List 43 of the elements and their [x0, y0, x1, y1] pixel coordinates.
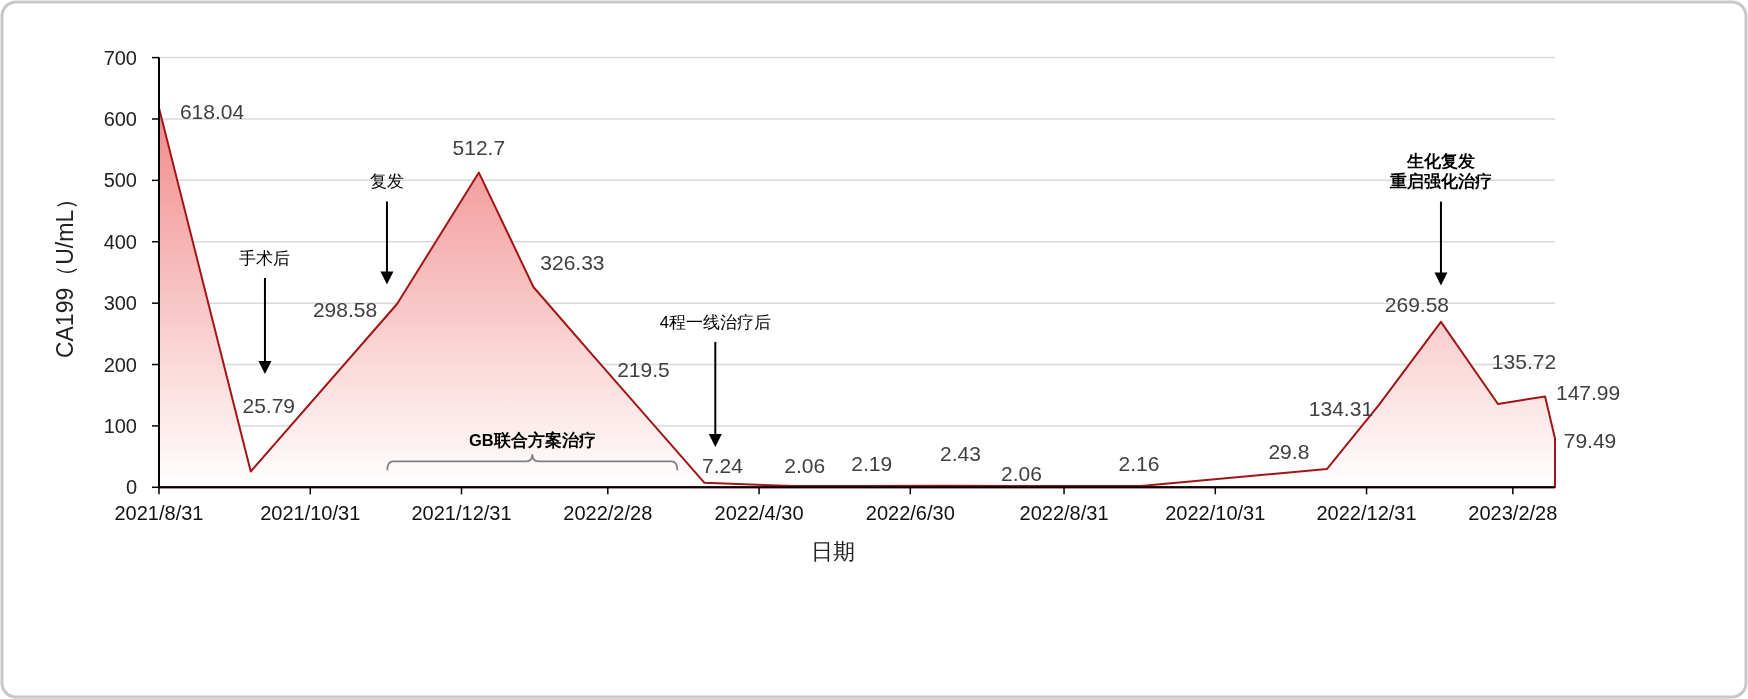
data-label: 2.19 — [851, 452, 893, 476]
annotation: 复发 — [369, 172, 404, 191]
x-tick-label: 2022/6/30 — [865, 502, 955, 525]
data-label: 512.7 — [452, 135, 506, 159]
y-tick-label: 0 — [125, 476, 137, 499]
x-tick-label: 2021/12/31 — [411, 502, 512, 525]
y-tick-label: 100 — [103, 414, 137, 437]
data-label: 135.72 — [1491, 350, 1557, 374]
data-label: 2.16 — [1118, 452, 1160, 476]
annotation: 生化复发重启强化治疗 — [1388, 152, 1492, 191]
x-tick-label: 2022/2/28 — [563, 502, 653, 525]
y-tick-label: 200 — [103, 353, 137, 376]
x-tick-label: 2022/4/30 — [714, 502, 804, 525]
y-tick-label: 700 — [103, 46, 137, 69]
x-axis-title: 日期 — [811, 538, 855, 564]
x-tick-label: 2022/12/31 — [1316, 502, 1417, 525]
data-label: 25.79 — [242, 393, 296, 417]
data-label: 298.58 — [312, 298, 378, 322]
data-label: 2.06 — [1001, 462, 1042, 486]
x-tick-label: 2022/10/31 — [1165, 502, 1266, 525]
data-label: 219.5 — [617, 357, 670, 381]
data-label: 2.06 — [784, 454, 826, 478]
data-label: 326.33 — [540, 251, 605, 275]
annotation: 4程一线治疗后 — [659, 312, 771, 331]
x-tick-label: 2021/10/31 — [260, 502, 361, 525]
y-tick-label: 600 — [103, 107, 137, 130]
annotation: 手术后 — [239, 248, 291, 267]
data-label: 134.31 — [1308, 397, 1374, 421]
data-label: 147.99 — [1555, 380, 1621, 404]
data-label: 79.49 — [1563, 428, 1617, 452]
x-tick-label: 2022/8/31 — [1019, 502, 1109, 525]
y-tick-label: 500 — [103, 169, 137, 192]
x-tick-label: 2023/2/28 — [1468, 502, 1558, 525]
y-tick-label: 400 — [103, 230, 137, 253]
data-label: 618.04 — [179, 100, 245, 124]
x-tick-label: 2021/8/31 — [114, 502, 204, 525]
data-label: 29.8 — [1268, 440, 1310, 464]
y-axis-title: CA199（U/mL） — [52, 186, 79, 359]
data-label: 269.58 — [1384, 293, 1450, 317]
data-label: 2.43 — [940, 442, 981, 466]
y-tick-label: 300 — [103, 292, 137, 315]
data-label: 7.24 — [702, 454, 744, 478]
annotation: GB联合方案治疗 — [468, 430, 596, 450]
